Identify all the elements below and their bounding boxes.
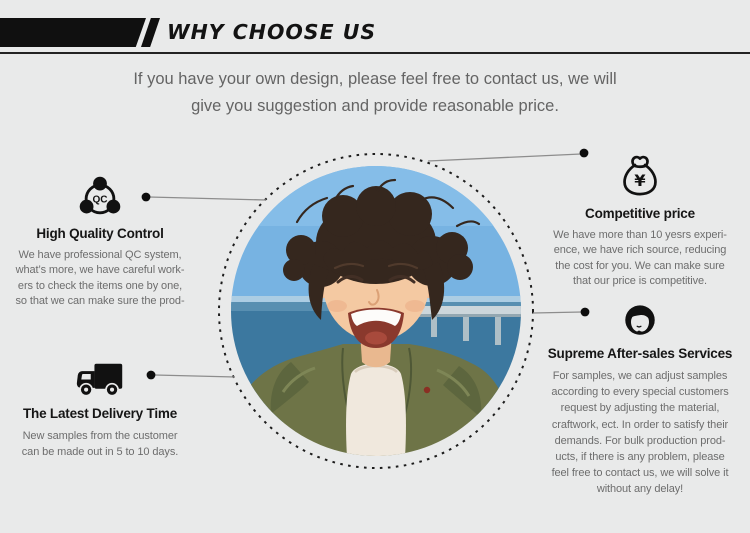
feature-title: Supreme After-sales Services [547, 346, 733, 361]
money-bag-icon: ¥ [535, 148, 745, 200]
feature-competitive-price: ¥ Competitive price We have more than 10… [535, 148, 745, 289]
hair [283, 186, 473, 320]
truck-icon [2, 358, 198, 400]
feature-delivery-time: The Latest Delivery Time New samples fro… [2, 358, 198, 460]
section-title: WHY CHOOSE US [167, 20, 377, 44]
feature-body: We have more than 10 yesrs experi- ence,… [553, 229, 727, 287]
feature-title: Competitive price [585, 206, 695, 221]
qc-badge-icon: QC [2, 172, 198, 220]
feature-quality-control: QC High Quality Control We have professi… [2, 172, 198, 309]
feature-after-sales: Supreme After-sales Services For samples… [533, 300, 747, 498]
svg-text:¥: ¥ [634, 171, 646, 190]
svg-text:QC: QC [92, 195, 107, 206]
feature-body: We have professional QC system, what’s m… [15, 249, 185, 307]
face-features [333, 262, 419, 306]
feature-title: High Quality Control [36, 226, 164, 241]
intro-text: If you have your own design, please feel… [133, 70, 617, 115]
header-divider [0, 52, 750, 54]
feature-title: The Latest Delivery Time [22, 406, 178, 421]
center-photo-smiling-child [231, 166, 521, 456]
hair-strands [295, 178, 481, 228]
bridge [416, 306, 521, 345]
feature-body: New samples from the customer can be mad… [21, 430, 179, 458]
child-photo-illustration [231, 166, 521, 456]
feature-body: For samples, we can adjust samples accor… [551, 370, 729, 496]
header-banner-shape [0, 18, 146, 47]
headset-agent-icon [533, 300, 747, 340]
